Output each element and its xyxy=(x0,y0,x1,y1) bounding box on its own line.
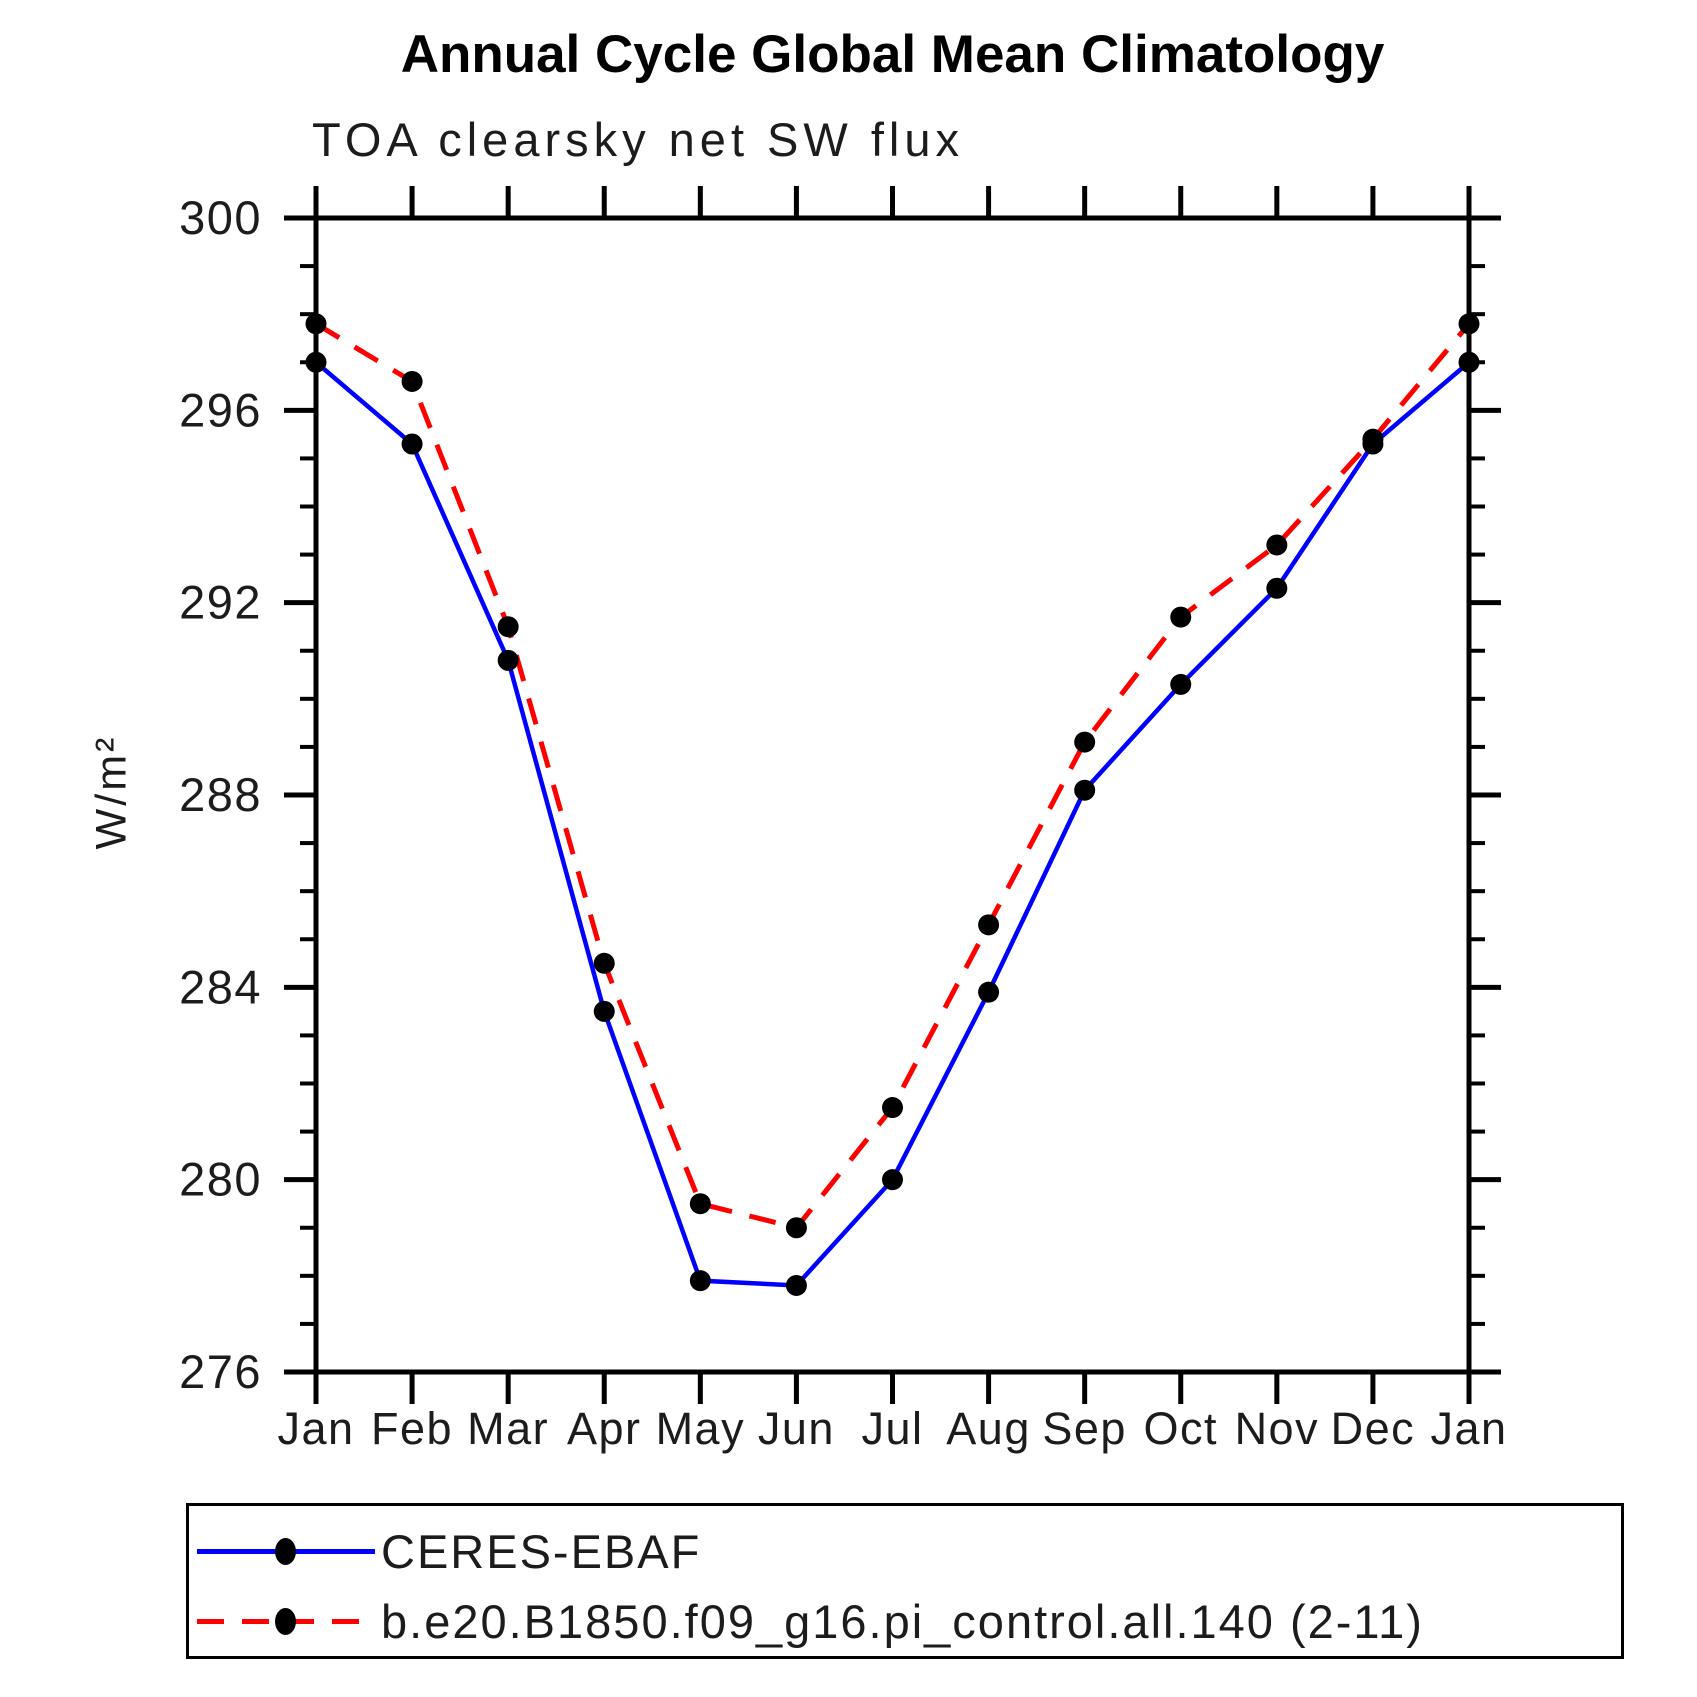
legend-item-ceres: CERES-EBAF xyxy=(189,1524,1621,1578)
legend-item-model: b.e20.B1850.f09_g16.pi_control.all.140 (… xyxy=(189,1594,1621,1648)
x-axis-month-label: Sep xyxy=(1042,1403,1127,1454)
legend-dot-icon xyxy=(275,1538,296,1565)
data-point-series-1 xyxy=(785,1217,807,1239)
y-axis-tick-label: 288 xyxy=(179,768,262,821)
data-point-series-0 xyxy=(401,433,423,455)
data-point-series-1 xyxy=(1074,731,1096,753)
x-axis-month-label: May xyxy=(656,1403,746,1454)
legend-box: CERES-EBAF b.e20.B1850.f09_g16.pi_contro… xyxy=(186,1503,1624,1659)
data-point-series-0 xyxy=(305,351,327,373)
data-point-series-1 xyxy=(1170,606,1192,628)
x-axis-month-label: Aug xyxy=(946,1403,1031,1454)
x-axis-month-label: Jul xyxy=(861,1403,923,1454)
x-axis-month-label: Oct xyxy=(1143,1403,1218,1454)
data-point-series-0 xyxy=(1170,673,1192,695)
y-axis-tick-label: 292 xyxy=(179,576,262,629)
x-axis-month-label: Apr xyxy=(567,1403,642,1454)
data-point-series-1 xyxy=(401,370,423,392)
data-point-series-1 xyxy=(689,1193,711,1215)
y-axis-tick-label: 300 xyxy=(179,191,262,244)
data-point-series-1 xyxy=(882,1097,903,1119)
data-point-series-0 xyxy=(882,1169,903,1191)
data-point-series-0 xyxy=(1458,351,1480,373)
y-axis-tick-label: 284 xyxy=(179,960,262,1013)
y-axis-tick-label: 280 xyxy=(179,1153,262,1206)
x-axis-month-label: Feb xyxy=(371,1403,453,1454)
x-axis-month-label: Jan xyxy=(277,1403,354,1454)
data-point-series-0 xyxy=(689,1270,711,1292)
data-point-series-0 xyxy=(1074,779,1096,801)
data-point-series-1 xyxy=(978,914,1000,936)
data-point-series-1 xyxy=(1362,428,1384,450)
legend-label-ceres: CERES-EBAF xyxy=(381,1525,702,1578)
data-point-series-1 xyxy=(305,313,327,335)
x-axis-month-label: Mar xyxy=(467,1403,549,1454)
data-point-series-1 xyxy=(593,952,615,974)
legend-dot-icon xyxy=(275,1608,296,1635)
data-point-series-0 xyxy=(785,1274,807,1296)
y-axis-tick-label: 276 xyxy=(179,1345,262,1398)
series-line-0 xyxy=(314,360,1471,1288)
y-axis-title: W/m² xyxy=(87,734,136,850)
chart-subtitle: TOA clearsky net SW flux xyxy=(312,113,964,166)
data-point-series-0 xyxy=(978,981,1000,1003)
series-line-1 xyxy=(314,321,1471,1231)
data-point-series-0 xyxy=(1266,577,1288,599)
page-title: Annual Cycle Global Mean Climatology xyxy=(400,25,1385,84)
x-axis-month-label: Jun xyxy=(758,1403,835,1454)
data-point-series-1 xyxy=(497,616,519,638)
plot-frame xyxy=(313,215,1472,1375)
data-point-series-0 xyxy=(593,1000,615,1022)
y-axis-tick-label: 296 xyxy=(179,383,262,436)
data-point-series-0 xyxy=(497,649,519,671)
x-axis-month-label: Dec xyxy=(1331,1403,1416,1454)
data-point-series-1 xyxy=(1266,534,1288,556)
x-axis-month-label: Jan xyxy=(1430,1403,1507,1454)
legend-label-model: b.e20.B1850.f09_g16.pi_control.all.140 (… xyxy=(381,1595,1424,1648)
data-point-series-1 xyxy=(1458,313,1480,335)
x-axis-month-label: Nov xyxy=(1235,1403,1320,1454)
